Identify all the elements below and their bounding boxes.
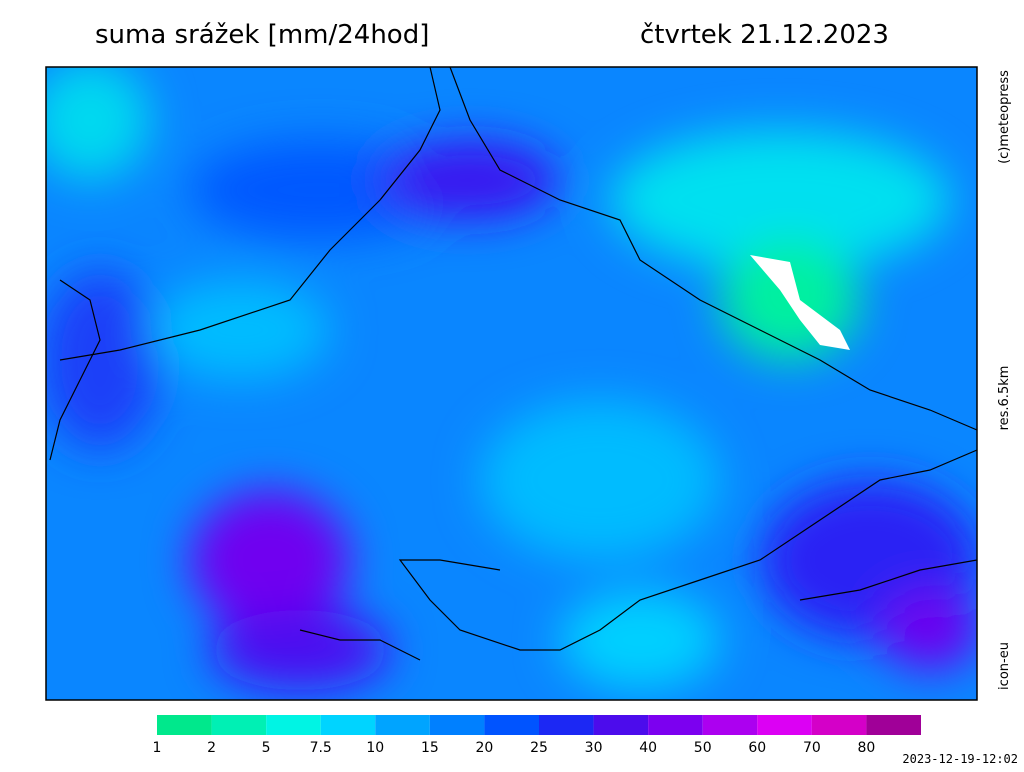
legend-label: 20 [476, 740, 494, 756]
legend-swatch [866, 715, 921, 735]
legend-swatch [429, 715, 485, 735]
legend-swatch [211, 715, 267, 735]
legend-label: 60 [748, 740, 766, 756]
timestamp: 2023-12-19-12:02 [902, 752, 1018, 766]
date: čtvrtek 21.12.2023 [640, 20, 889, 50]
model-label: icon-eu [997, 642, 1012, 690]
legend-label: 25 [530, 740, 548, 756]
legend-swatch [811, 715, 867, 735]
legend-label: 7.5 [310, 740, 332, 756]
legend-swatch [648, 715, 703, 735]
legend-label: 40 [639, 740, 657, 756]
map-frame [45, 66, 978, 701]
copyright-label: (c)meteopress [997, 70, 1012, 164]
precip-field [46, 67, 977, 700]
legend-swatch [266, 715, 321, 735]
legend-swatch [702, 715, 758, 735]
legend-label: 50 [694, 740, 712, 756]
legend-swatch [539, 715, 594, 735]
legend-label: 30 [585, 740, 603, 756]
legend-swatch [375, 715, 430, 735]
legend-label: 2 [207, 740, 216, 756]
legend-swatch [157, 715, 212, 735]
legend-label: 10 [366, 740, 384, 756]
resolution-label: res.6.5km [997, 366, 1012, 431]
legend-swatch [593, 715, 649, 735]
title: suma srážek [mm/24hod] [95, 20, 429, 50]
legend: 1 2 5 7.5 10 15 20 25 30 40 50 60 70 80 [153, 715, 921, 756]
legend-swatch [320, 715, 376, 735]
legend-label: 5 [262, 740, 271, 756]
legend-swatch [757, 715, 812, 735]
legend-label: 15 [421, 740, 439, 756]
legend-label: 70 [803, 740, 821, 756]
legend-swatch [484, 715, 539, 735]
legend-label: 1 [153, 740, 162, 756]
legend-label: 80 [858, 740, 876, 756]
